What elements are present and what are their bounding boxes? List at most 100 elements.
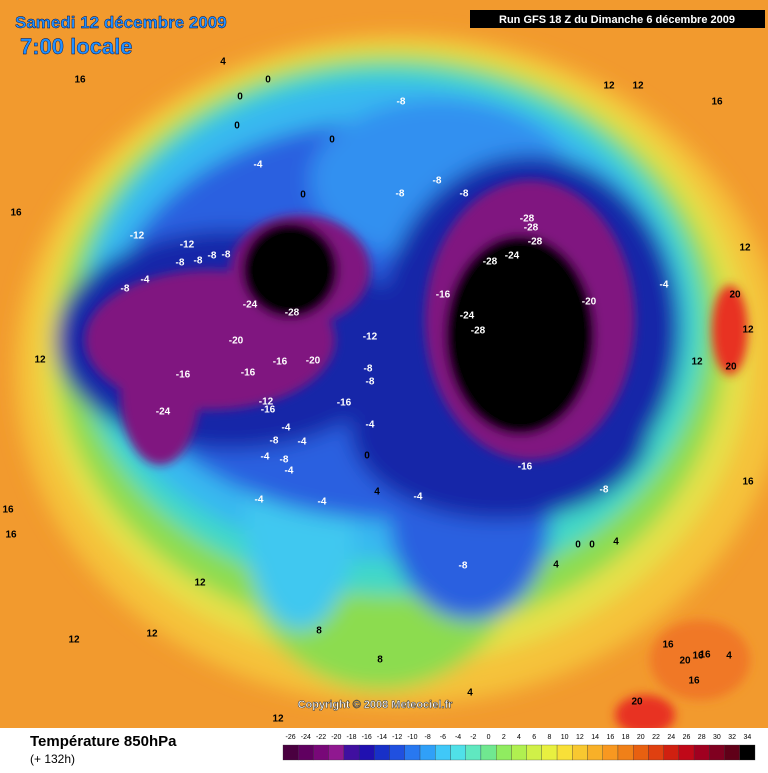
copyright: Copyright © 2008 Meteociel.fr — [298, 699, 454, 711]
contour-label: -16 — [261, 405, 276, 416]
scale-label: -24 — [301, 734, 311, 741]
contour-label: -16 — [518, 462, 533, 473]
run: Run GFS 18 Z du Dimanche 6 décembre 2009 — [499, 14, 735, 26]
contour-label: -24 — [156, 407, 171, 418]
contour-label: -12 — [363, 332, 378, 343]
contour-label: 0 — [589, 540, 595, 551]
scale-cell — [298, 744, 314, 761]
contour-label: -8 — [397, 97, 406, 108]
scale-cell — [313, 744, 329, 761]
scale-cell — [602, 744, 619, 761]
scale-cell — [693, 744, 710, 761]
scale-cell — [465, 744, 482, 761]
scale-label: 8 — [547, 734, 551, 741]
scale-label: 4 — [517, 734, 521, 741]
contour-label: -8 — [270, 436, 279, 447]
contour-label: 12 — [34, 355, 46, 366]
contour-label: -4 — [318, 497, 327, 508]
contour-label: 12 — [146, 629, 158, 640]
contour-label: 4 — [374, 487, 380, 498]
scale-label: 10 — [561, 734, 569, 741]
contour-label: -8 — [176, 258, 185, 269]
scale-cell — [435, 744, 451, 761]
scale-label: -6 — [440, 734, 446, 741]
contour-label: -4 — [298, 437, 307, 448]
lead-time: (+ 132h) — [30, 752, 75, 766]
contour-label: -8 — [222, 250, 231, 261]
scale-cell — [404, 744, 421, 761]
contour-label: 4 — [553, 560, 559, 571]
contour-label: -24 — [243, 300, 258, 311]
contour-label: -16 — [273, 357, 288, 368]
contour-label: 16 — [699, 650, 711, 661]
contour-label: -4 — [254, 160, 263, 171]
scale-cell — [419, 744, 436, 761]
contour-label: -20 — [306, 356, 321, 367]
contour-label: -4 — [414, 492, 423, 503]
contour-label: -12 — [180, 240, 195, 251]
contour-label: -28 — [483, 257, 498, 268]
color-scale: -26 -24 -22 -20 -18 -16 -14 -12 -10 -8 -6 -4 -2 0 2 4 6 8… — [282, 734, 756, 761]
contour-label: 0 — [329, 135, 335, 146]
temperature-field — [0, 0, 768, 735]
scale-label: 12 — [576, 734, 584, 741]
contour-label: 20 — [729, 290, 741, 301]
contour-label: 4 — [726, 651, 732, 662]
contour-label: -8 — [433, 176, 442, 187]
scale-label: 18 — [622, 734, 630, 741]
scale-cell — [633, 744, 649, 761]
contour-label: -8 — [366, 377, 375, 388]
contour-label: 16 — [688, 676, 700, 687]
contour-label: -8 — [121, 284, 130, 295]
contour-label: 16 — [692, 651, 704, 662]
contour-label: -8 — [280, 455, 289, 466]
contour-label: 0 — [234, 121, 240, 132]
scale-cell — [450, 744, 466, 761]
contour-label: 0 — [237, 92, 243, 103]
contour-label: 8 — [377, 655, 383, 666]
contour-label: -16 — [241, 368, 256, 379]
contour-label: -28 — [471, 326, 486, 337]
contour-label: 12 — [68, 635, 80, 646]
date: Samedi 12 décembre 2009 — [15, 13, 227, 32]
scale-cell — [556, 744, 573, 761]
contour-label: -8 — [600, 485, 609, 496]
scale-cell — [709, 744, 725, 761]
contour-label: 12 — [632, 81, 644, 92]
scale-label: 6 — [532, 734, 536, 741]
scale-cell — [724, 744, 740, 761]
contour-label: -8 — [396, 189, 405, 200]
contour-label: -8 — [364, 364, 373, 375]
scale-label: -8 — [425, 734, 431, 741]
scale-cell — [739, 744, 756, 761]
contour-label: 20 — [725, 362, 737, 373]
contour-label: 0 — [300, 190, 306, 201]
scale-label: -14 — [377, 734, 387, 741]
contour-label: -12 — [259, 397, 274, 408]
scale-label: -12 — [392, 734, 402, 741]
scale-cell — [389, 744, 405, 761]
scale-label: -4 — [455, 734, 461, 741]
scale-label: 30 — [713, 734, 721, 741]
contour-label: 12 — [742, 325, 754, 336]
contour-label: -28 — [285, 308, 300, 319]
scale-cell — [343, 744, 360, 761]
scale-label: 26 — [683, 734, 691, 741]
contour-label: -4 — [660, 280, 669, 291]
contour-label: -4 — [285, 466, 294, 477]
contour-label: 0 — [265, 75, 271, 86]
scale-cell — [678, 744, 695, 761]
contour-label: 0 — [364, 451, 370, 462]
scale-label: 16 — [606, 734, 614, 741]
contour-label: -24 — [460, 311, 475, 322]
contour-label: -8 — [459, 561, 468, 572]
contour-label: -24 — [505, 251, 520, 262]
contour-label: 12 — [603, 81, 615, 92]
scale-cell — [374, 744, 390, 761]
scale-label: 2 — [502, 734, 506, 741]
contour-label: -4 — [141, 275, 150, 286]
scale-cell — [358, 744, 375, 761]
contour-label: -8 — [208, 251, 217, 262]
